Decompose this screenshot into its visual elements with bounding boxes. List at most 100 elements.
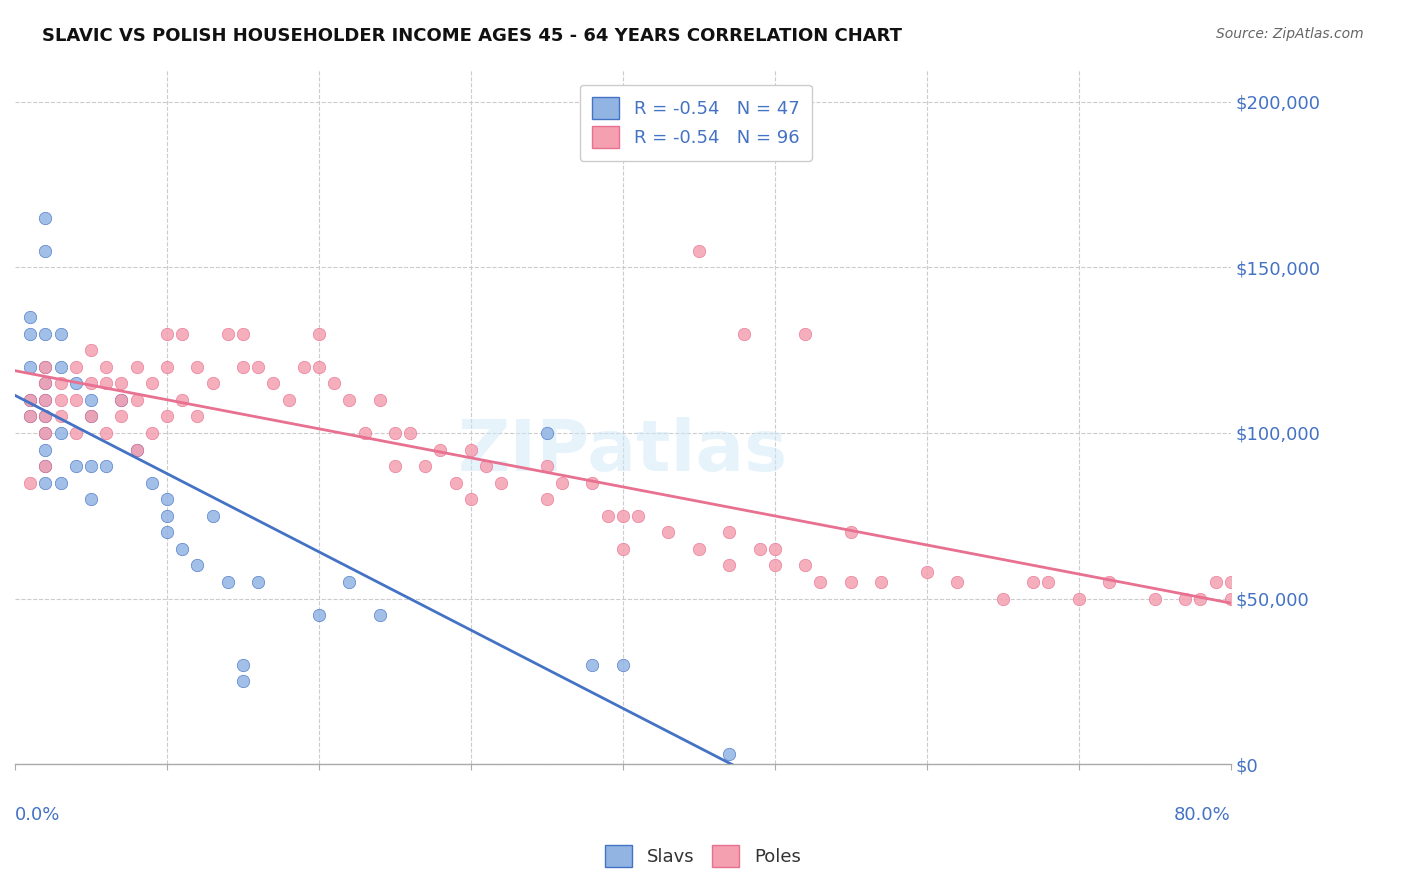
Point — [612, 508, 634, 523]
Point — [384, 459, 406, 474]
Point — [232, 657, 254, 672]
Point — [460, 492, 482, 507]
Point — [460, 442, 482, 457]
Point — [18, 310, 41, 324]
Point — [217, 575, 239, 590]
Point — [80, 409, 103, 424]
Point — [337, 392, 360, 407]
Point — [794, 326, 817, 341]
Point — [18, 409, 41, 424]
Point — [110, 409, 132, 424]
Point — [110, 392, 132, 407]
Point — [80, 392, 103, 407]
Point — [125, 442, 148, 457]
Point — [80, 492, 103, 507]
Point — [34, 359, 56, 374]
Point — [232, 326, 254, 341]
Point — [49, 359, 72, 374]
Point — [65, 425, 87, 440]
Point — [748, 541, 770, 556]
Point — [49, 376, 72, 391]
Point — [80, 343, 103, 358]
Point — [110, 392, 132, 407]
Point — [368, 608, 391, 623]
Point — [1022, 575, 1045, 590]
Point — [444, 475, 467, 490]
Point — [353, 425, 375, 440]
Point — [65, 392, 87, 407]
Point — [612, 657, 634, 672]
Point — [581, 475, 603, 490]
Point — [110, 376, 132, 391]
Point — [277, 392, 299, 407]
Point — [915, 565, 938, 579]
Point — [34, 244, 56, 258]
Point — [475, 459, 498, 474]
Point — [810, 575, 832, 590]
Point — [718, 558, 741, 573]
Point — [65, 376, 87, 391]
Point — [323, 376, 346, 391]
Point — [18, 475, 41, 490]
Point — [156, 525, 179, 540]
Point — [186, 409, 208, 424]
Point — [34, 409, 56, 424]
Point — [657, 525, 679, 540]
Point — [247, 575, 270, 590]
Point — [141, 376, 163, 391]
Text: 80.0%: 80.0% — [1174, 806, 1230, 824]
Point — [49, 409, 72, 424]
Point — [125, 359, 148, 374]
Point — [34, 376, 56, 391]
Text: Source: ZipAtlas.com: Source: ZipAtlas.com — [1216, 27, 1364, 41]
Point — [156, 409, 179, 424]
Point — [65, 459, 87, 474]
Point — [308, 608, 330, 623]
Point — [65, 359, 87, 374]
Point — [536, 425, 558, 440]
Point — [34, 211, 56, 225]
Point — [1219, 591, 1241, 606]
Point — [763, 558, 786, 573]
Point — [34, 376, 56, 391]
Point — [536, 459, 558, 474]
Point — [1143, 591, 1166, 606]
Point — [384, 425, 406, 440]
Point — [156, 359, 179, 374]
Point — [232, 674, 254, 689]
Point — [551, 475, 574, 490]
Point — [49, 475, 72, 490]
Point — [1189, 591, 1212, 606]
Point — [49, 425, 72, 440]
Point — [368, 392, 391, 407]
Point — [96, 359, 118, 374]
Text: SLAVIC VS POLISH HOUSEHOLDER INCOME AGES 45 - 64 YEARS CORRELATION CHART: SLAVIC VS POLISH HOUSEHOLDER INCOME AGES… — [42, 27, 903, 45]
Text: ZIPatlas: ZIPatlas — [458, 417, 787, 485]
Point — [34, 326, 56, 341]
Point — [718, 747, 741, 762]
Point — [1098, 575, 1121, 590]
Point — [946, 575, 969, 590]
Point — [80, 409, 103, 424]
Point — [201, 508, 224, 523]
Point — [186, 359, 208, 374]
Point — [1067, 591, 1090, 606]
Point — [247, 359, 270, 374]
Point — [80, 376, 103, 391]
Point — [308, 359, 330, 374]
Point — [839, 575, 862, 590]
Point — [80, 459, 103, 474]
Point — [1219, 575, 1241, 590]
Point — [34, 459, 56, 474]
Point — [172, 392, 194, 407]
Point — [18, 392, 41, 407]
Point — [18, 392, 41, 407]
Point — [627, 508, 650, 523]
Point — [34, 392, 56, 407]
Point — [991, 591, 1014, 606]
Point — [125, 442, 148, 457]
Point — [337, 575, 360, 590]
Point — [156, 492, 179, 507]
Point — [34, 459, 56, 474]
Point — [49, 392, 72, 407]
